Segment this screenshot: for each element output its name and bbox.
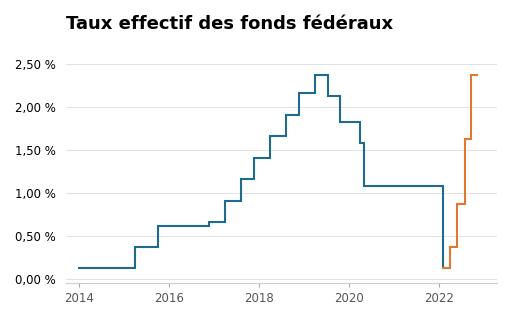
Text: Taux effectif des fonds fédéraux: Taux effectif des fonds fédéraux [66, 15, 393, 33]
